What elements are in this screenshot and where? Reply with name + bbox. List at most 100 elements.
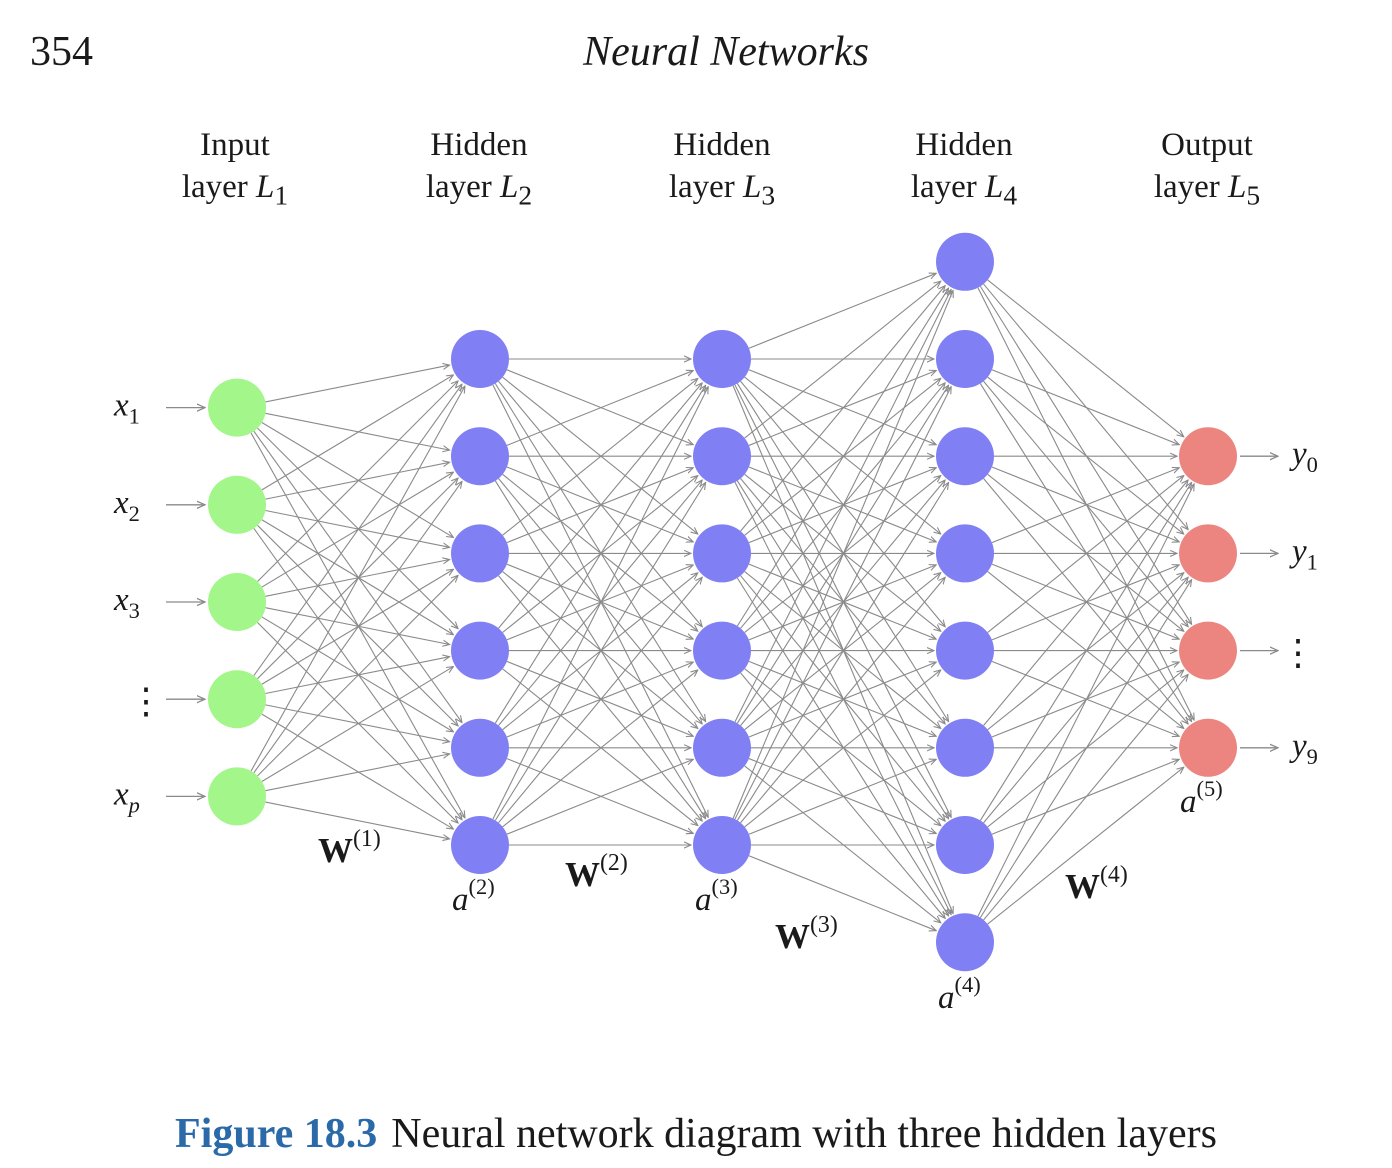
edge-line — [987, 473, 1184, 631]
layer-title-line2: layer L2 — [369, 166, 589, 217]
edge-line — [987, 376, 1184, 534]
output-node — [1179, 621, 1237, 680]
edge-line — [748, 855, 936, 931]
edge-line — [748, 466, 936, 542]
hidden-node — [936, 816, 994, 874]
hidden-node — [936, 913, 994, 972]
edge-line — [734, 387, 951, 820]
edge-line — [991, 468, 1179, 544]
layer-sub: 2 — [518, 179, 533, 211]
input-node — [208, 475, 266, 534]
edge-line — [506, 371, 693, 446]
edge-line — [732, 290, 953, 819]
running-title: Neural Networks — [583, 29, 869, 75]
hidden-node — [451, 330, 509, 388]
edge-line — [748, 759, 936, 835]
edge-line — [253, 384, 462, 676]
hidden-node — [936, 330, 994, 388]
output-node — [1179, 524, 1237, 583]
edge-line — [744, 668, 941, 826]
edge-line — [748, 369, 936, 445]
edge-line — [748, 273, 936, 349]
edge-line — [265, 801, 449, 839]
output-label-ellipsis: ⋮ — [1280, 633, 1316, 673]
edge-line — [265, 509, 449, 547]
input-label: xp — [113, 776, 140, 817]
edge-line — [748, 563, 936, 639]
caption-text: Neural network diagram with three hidden… — [391, 1111, 1217, 1157]
hidden-node — [936, 232, 994, 291]
hidden-node — [936, 718, 994, 777]
output-label: y0 — [1289, 436, 1318, 477]
hidden-node — [451, 621, 509, 680]
edge-line — [253, 481, 462, 774]
edge-line — [502, 378, 698, 536]
edge-line — [506, 466, 693, 542]
layer-sub: 4 — [1003, 179, 1018, 211]
layer-title-line1: Input — [200, 127, 270, 163]
edge-line — [492, 387, 708, 820]
input-node — [208, 670, 266, 729]
edge-line — [736, 482, 948, 821]
figure-label: Figure 18.3 — [175, 1111, 378, 1157]
network-diagram: x1 x2 x3 ⋮ xp y0 y1 ⋮ y9 W(1) W(2) W(3) W(4) a(2) a(3)… — [113, 232, 1318, 1016]
activation-label: a(4) — [938, 972, 981, 1016]
math-labels: x1 x2 x3 ⋮ xp y0 y1 ⋮ y9 W(1) W(2) W(3) W(4) a(2) a(3)… — [113, 388, 1318, 1016]
edge-line — [261, 667, 454, 782]
edge-line — [265, 559, 449, 597]
edge-line — [744, 670, 941, 828]
layer-title-line2: layer L5 — [1097, 166, 1317, 217]
output-label: y1 — [1289, 533, 1318, 574]
edge-line — [261, 713, 454, 829]
hidden-node — [936, 621, 994, 680]
edge-line — [502, 473, 698, 631]
layer-var: L — [256, 169, 275, 205]
edge-line — [261, 422, 454, 538]
input-node — [208, 378, 266, 437]
hidden-node — [693, 427, 751, 486]
edge-line — [748, 660, 936, 736]
hidden-node — [451, 524, 509, 583]
edge-line — [257, 622, 459, 824]
edge-line — [265, 462, 449, 500]
edge-line — [987, 279, 1184, 437]
edge-line — [502, 668, 698, 826]
edge-line — [265, 657, 449, 695]
layer-word: layer — [425, 169, 501, 205]
hidden-node — [693, 330, 751, 388]
edge-line — [502, 571, 698, 729]
output-label: y9 — [1289, 728, 1318, 769]
hidden-node — [451, 718, 509, 777]
edge-line — [744, 571, 941, 729]
layer-title-line2: layer L3 — [612, 166, 832, 217]
edge-line — [506, 563, 693, 639]
edge-line — [498, 383, 703, 629]
layer-var: L — [743, 169, 762, 205]
layer-title-line2: layer L4 — [854, 166, 1074, 217]
hidden-node — [451, 427, 509, 486]
edge-line — [506, 759, 693, 835]
activation-label: a(5) — [1180, 776, 1223, 820]
edge-line — [506, 660, 693, 736]
hidden-node — [693, 621, 751, 680]
layer-sub: 5 — [1246, 179, 1261, 211]
page-number: 354 — [30, 29, 93, 75]
edge-line — [744, 376, 941, 534]
hidden-node — [451, 816, 509, 874]
layer-var: L — [1228, 169, 1247, 205]
edge-line — [983, 480, 1189, 726]
input-node — [208, 767, 266, 826]
layer-title-line1: Hidden — [915, 127, 1013, 163]
edge-line — [740, 286, 946, 532]
edge-line — [265, 607, 449, 645]
edge-line — [494, 483, 705, 821]
input-label: x3 — [113, 582, 140, 623]
edges — [250, 273, 1194, 931]
edge-line — [257, 575, 459, 777]
input-label-ellipsis: ⋮ — [128, 681, 164, 721]
edge-line — [261, 375, 454, 491]
nodes — [208, 232, 1237, 972]
layer-word: layer — [910, 169, 986, 205]
hidden-node — [693, 524, 751, 583]
io-arrows — [166, 408, 1278, 797]
